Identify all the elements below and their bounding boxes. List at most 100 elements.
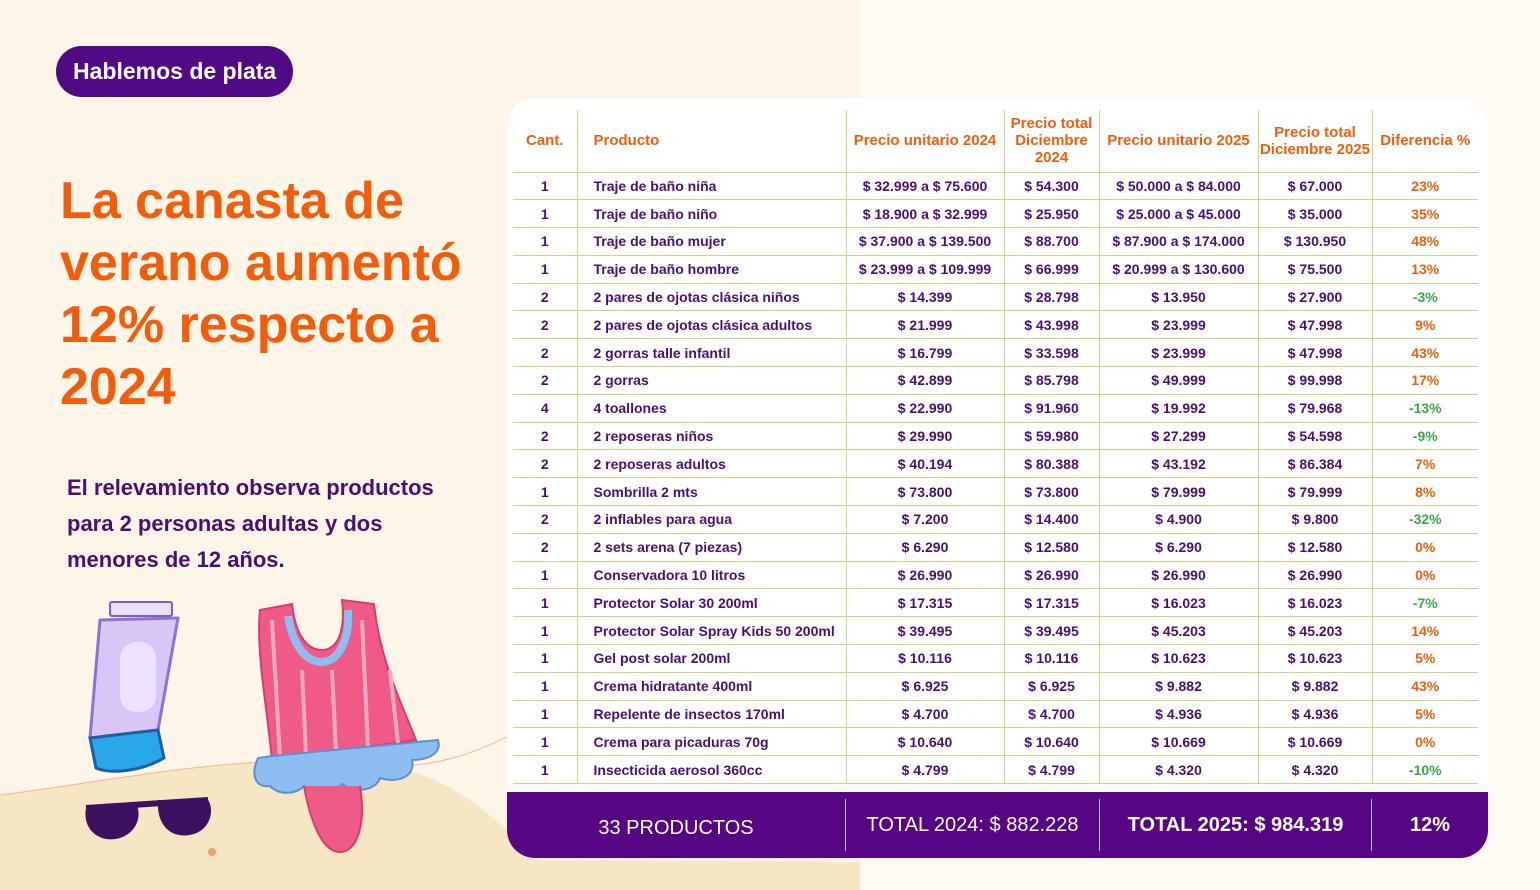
price-table: Cant. Producto Precio unitario 2024 Prec… [513,110,1478,785]
cell-product: Sombrilla 2 mts [576,477,846,507]
sunscreen-tube-icon [88,601,180,773]
cell-unit-2024: $ 6.925 [845,672,1004,701]
cell-qty: 2 [513,449,577,479]
cell-total-2025: $ 86.384 [1257,449,1372,479]
table-row: 1 Crema hidratante 400ml $ 6.925 $ 6.925 $ 9… [513,672,1478,701]
section-badge: Hablemos de plata [56,46,294,97]
cell-qty: 1 [513,672,577,701]
cell-total-2024: $ 54.300 [1003,172,1099,201]
total-diff: 12% [1371,799,1488,851]
cell-total-2024: $ 33.598 [1003,338,1099,368]
cell-diff: 0% [1371,561,1478,590]
cell-total-2025: $ 10.669 [1257,727,1372,757]
cell-unit-2025: $ 49.999 [1098,366,1258,395]
table-row: 1 Traje de baño hombre $ 23.999 a $ 109.99… [513,255,1478,284]
cell-total-2024: $ 85.798 [1003,366,1099,395]
cell-qty: 1 [513,616,577,646]
cell-product: Crema para picaduras 70g [576,727,846,757]
cell-total-2024: $ 91.960 [1003,394,1099,423]
cell-product: Traje de baño niño [576,199,846,229]
cell-unit-2025: $ 10.623 [1098,644,1258,673]
table-row: 1 Crema para picaduras 70g $ 10.640 $ 10.64… [513,727,1478,757]
cell-unit-2025: $ 87.900 a $ 174.000 [1098,227,1258,256]
cell-unit-2025: $ 19.992 [1098,394,1258,423]
cell-product: 2 gorras [576,366,846,395]
sunglasses-icon [85,797,216,856]
subtitle: El relevamiento observa productos para 2… [67,475,434,572]
table-row: 1 Gel post solar 200ml $ 10.116 $ 10.116 $ 1… [513,644,1478,673]
table-row: 1 Protector Solar Spray Kids 50 200ml $ 39… [513,616,1478,646]
cell-unit-2025: $ 20.999 a $ 130.600 [1098,255,1258,284]
totals-bar: 33 PRODUCTOS TOTAL 2024: $ 882.228 TOTAL… [507,792,1488,858]
cell-diff: -3% [1371,283,1478,312]
cell-unit-2024: $ 26.990 [845,561,1004,590]
cell-total-2025: $ 79.968 [1257,394,1372,423]
cell-total-2025: $ 26.990 [1257,561,1372,590]
cell-unit-2024: $ 16.799 [845,338,1004,368]
swimsuit-icon [253,598,440,854]
cell-unit-2024: $ 39.495 [845,616,1004,646]
cell-qty: 1 [513,700,577,729]
cell-unit-2025: $ 25.000 a $ 45.000 [1098,199,1258,229]
cell-unit-2025: $ 27.299 [1098,422,1258,451]
cell-product: Protector Solar Spray Kids 50 200ml [576,616,846,646]
cell-total-2025: $ 10.623 [1257,644,1372,673]
cell-diff: 13% [1371,255,1478,284]
header-diff: Diferencia % [1371,110,1478,173]
cell-qty: 1 [513,477,577,507]
cell-product: 2 gorras talle infantil [576,338,846,368]
cell-total-2024: $ 88.700 [1003,227,1099,256]
cell-product: Insecticida aerosol 360cc [576,755,846,785]
cell-total-2025: $ 4.320 [1257,755,1372,785]
cell-product: Crema hidratante 400ml [576,672,846,701]
cell-unit-2024: $ 22.990 [845,394,1004,423]
cell-total-2025: $ 54.598 [1257,422,1372,451]
cell-unit-2024: $ 32.999 a $ 75.600 [845,172,1004,201]
table-header-row: Cant. Producto Precio unitario 2024 Prec… [513,110,1478,173]
total-2024: TOTAL 2024: $ 882.228 [845,799,1099,851]
cell-diff: 17% [1371,366,1478,395]
cell-total-2024: $ 4.799 [1003,755,1099,785]
cell-product: 4 toallones [576,394,846,423]
table-row: 1 Conservadora 10 litros $ 26.990 $ 26.990 $… [513,561,1478,590]
cell-unit-2024: $ 4.700 [845,700,1004,729]
cell-total-2024: $ 12.580 [1003,533,1099,562]
cell-total-2025: $ 9.882 [1257,672,1372,701]
cell-diff: 43% [1371,672,1478,701]
cell-total-2024: $ 17.315 [1003,588,1099,618]
cell-total-2024: $ 26.990 [1003,561,1099,590]
cell-qty: 1 [513,644,577,673]
cell-product: 2 sets arena (7 piezas) [576,533,846,562]
cell-total-2024: $ 80.388 [1003,449,1099,479]
cell-product: 2 reposeras niños [576,422,846,451]
cell-diff: -7% [1371,588,1478,618]
cell-total-2025: $ 4.936 [1257,700,1372,729]
cell-qty: 2 [513,533,577,562]
cell-qty: 1 [513,227,577,256]
cell-diff: 0% [1371,533,1478,562]
cell-unit-2024: $ 23.999 a $ 109.999 [845,255,1004,284]
cell-unit-2025: $ 26.990 [1098,561,1258,590]
cell-product: Protector Solar 30 200ml [576,588,846,618]
cell-total-2025: $ 35.000 [1257,199,1372,229]
cell-qty: 2 [513,505,577,534]
cell-total-2024: $ 6.925 [1003,672,1099,701]
cell-diff: -9% [1371,422,1478,451]
cell-unit-2025: $ 23.999 [1098,310,1258,340]
cell-total-2025: $ 27.900 [1257,283,1372,312]
header-total-2024: Precio total Diciembre 2024 [1003,110,1099,173]
table-row: 1 Insecticida aerosol 360cc $ 4.799 $ 4.799… [513,755,1478,785]
cell-diff: 48% [1371,227,1478,256]
cell-total-2024: $ 66.999 [1003,255,1099,284]
cell-total-2024: $ 4.700 [1003,700,1099,729]
cell-qty: 1 [513,172,577,201]
cell-total-2024: $ 10.640 [1003,727,1099,757]
cell-qty: 2 [513,310,577,340]
cell-total-2025: $ 79.999 [1257,477,1372,507]
cell-unit-2024: $ 73.800 [845,477,1004,507]
cell-diff: 43% [1371,338,1478,368]
cell-qty: 2 [513,366,577,395]
